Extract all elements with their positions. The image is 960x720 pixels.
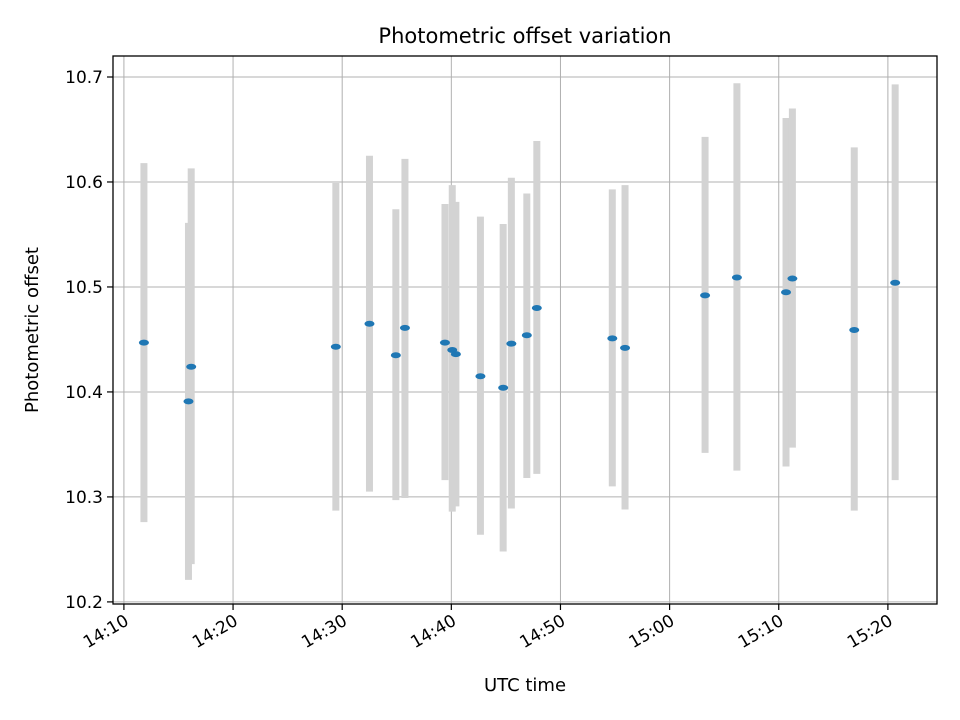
data-point [390,352,401,359]
y-tick-label: 10.7 [65,68,103,88]
y-tick-label: 10.5 [65,278,103,298]
data-point [399,324,410,331]
y-tick-label: 10.3 [65,488,103,508]
y-tick-label: 10.2 [65,593,103,613]
data-point [330,343,341,350]
y-axis: 10.2 10.3 10.4 10.5 10.6 10.7 [65,68,113,613]
data-point [138,339,149,346]
data-point [890,279,901,286]
x-axis-title: UTC time [484,675,566,696]
y-tick-label: 10.6 [65,173,103,193]
y-axis-title: Photometric offset [22,247,43,413]
data-point [787,275,798,282]
data-point [849,327,860,333]
data-point [531,304,542,311]
data-point [439,339,450,346]
y-tick-label: 10.4 [65,383,103,403]
data-point [183,398,194,405]
data-point [700,292,711,299]
data-point [607,335,618,342]
data-point [731,274,742,281]
data-point [521,332,532,339]
data-point [450,351,461,358]
plot-frame [112,55,938,605]
data-point [364,320,375,327]
data-point [506,340,517,347]
data-points [138,274,901,405]
data-point [475,373,486,380]
data-point [498,384,509,391]
data-point [620,344,631,351]
data-point [186,363,197,370]
data-point [781,289,792,296]
chart-title: Photometric offset variation [378,24,671,48]
